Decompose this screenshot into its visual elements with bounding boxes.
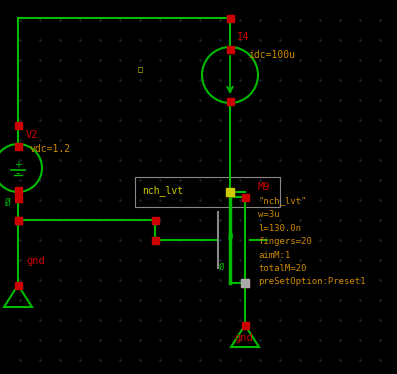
Text: Ø: Ø xyxy=(228,233,233,242)
Bar xyxy=(241,193,249,200)
Bar xyxy=(226,188,234,196)
Bar xyxy=(15,122,21,129)
Text: □: □ xyxy=(138,65,143,74)
Bar xyxy=(227,15,233,21)
Bar xyxy=(227,98,233,104)
Bar xyxy=(241,279,249,286)
Text: fingers=20: fingers=20 xyxy=(258,237,312,246)
Text: gnd: gnd xyxy=(26,256,45,266)
Text: "nch_lvt": "nch_lvt" xyxy=(258,196,306,205)
Text: +: + xyxy=(14,160,22,170)
Text: nch_lvt: nch_lvt xyxy=(142,185,183,196)
Bar xyxy=(15,217,21,224)
Bar xyxy=(15,142,21,150)
Text: preSetOption:Preset1: preSetOption:Preset1 xyxy=(258,277,366,286)
Text: -: - xyxy=(16,168,20,181)
Text: l=130.0n: l=130.0n xyxy=(258,224,301,233)
Bar xyxy=(152,236,158,243)
Text: idc=100u: idc=100u xyxy=(248,50,295,60)
Text: totalM=20: totalM=20 xyxy=(258,264,306,273)
Text: w=3u: w=3u xyxy=(258,210,279,219)
Bar xyxy=(241,279,249,287)
Text: gnd: gnd xyxy=(234,333,253,343)
Text: M9: M9 xyxy=(258,182,270,192)
Bar xyxy=(15,187,21,193)
Bar xyxy=(152,217,158,224)
Text: Ø: Ø xyxy=(219,263,224,272)
Bar xyxy=(227,188,233,196)
Text: aimM:1: aimM:1 xyxy=(258,251,290,260)
Bar xyxy=(15,217,21,224)
Text: I4: I4 xyxy=(237,32,249,42)
Bar xyxy=(241,322,249,328)
Bar xyxy=(15,194,21,202)
Text: V2: V2 xyxy=(26,130,39,140)
Bar xyxy=(15,282,21,288)
Text: Ø: Ø xyxy=(4,198,10,208)
Bar xyxy=(227,188,233,196)
Text: vdc=1.2: vdc=1.2 xyxy=(30,144,71,154)
Bar xyxy=(135,177,280,207)
Bar xyxy=(227,46,233,52)
